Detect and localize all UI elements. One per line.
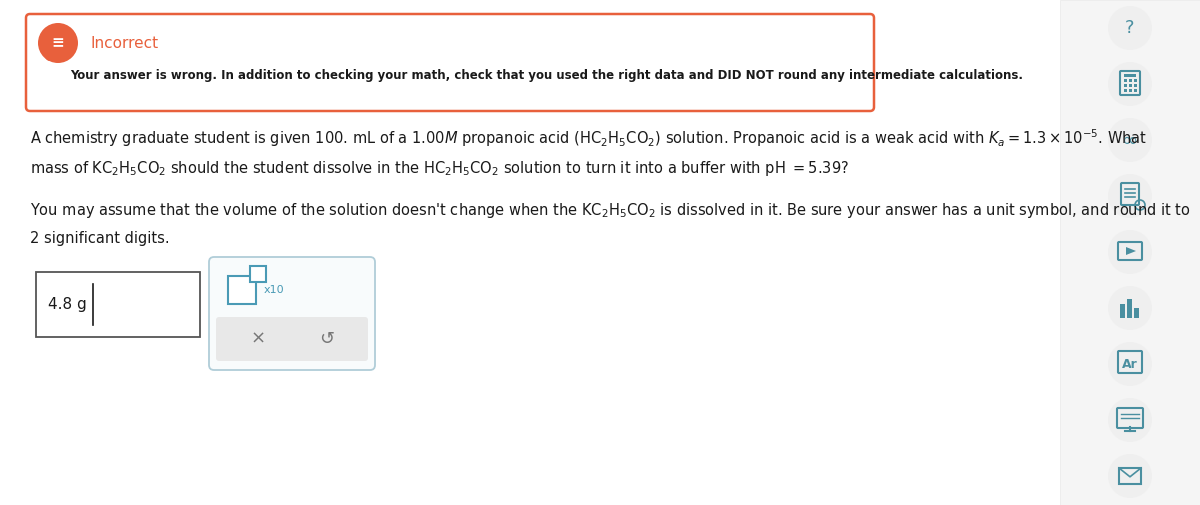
Circle shape (1108, 6, 1152, 50)
Circle shape (46, 51, 55, 61)
FancyBboxPatch shape (250, 266, 266, 282)
Circle shape (1108, 454, 1152, 498)
FancyBboxPatch shape (228, 276, 256, 304)
FancyBboxPatch shape (1060, 0, 1200, 505)
FancyBboxPatch shape (1124, 79, 1127, 82)
Text: ?: ? (1126, 19, 1135, 37)
FancyBboxPatch shape (1129, 84, 1132, 87)
Circle shape (1108, 398, 1152, 442)
Text: Incorrect: Incorrect (90, 35, 158, 50)
Text: ↺: ↺ (319, 330, 334, 348)
FancyBboxPatch shape (1134, 89, 1138, 92)
FancyBboxPatch shape (1134, 308, 1139, 318)
Text: 2 significant digits.: 2 significant digits. (30, 230, 169, 245)
FancyBboxPatch shape (1120, 304, 1126, 318)
Circle shape (1108, 62, 1152, 106)
FancyBboxPatch shape (1124, 74, 1136, 77)
FancyBboxPatch shape (1129, 89, 1132, 92)
Text: Ar: Ar (1122, 359, 1138, 372)
Text: x10: x10 (264, 285, 284, 295)
Circle shape (1108, 286, 1152, 330)
Text: A chemistry graduate student is given 100. mL of a 1.00$\mathit{M}$ propanoic ac: A chemistry graduate student is given 10… (30, 127, 1147, 149)
FancyBboxPatch shape (1134, 79, 1138, 82)
Text: 4.8 g: 4.8 g (48, 297, 86, 312)
Text: mass of $\mathrm{KC_2H_5CO_2}$ should the student dissolve in the $\mathrm{HC_2H: mass of $\mathrm{KC_2H_5CO_2}$ should th… (30, 159, 848, 177)
Text: You may assume that the volume of the solution doesn't change when the $\mathrm{: You may assume that the volume of the so… (30, 200, 1190, 220)
FancyBboxPatch shape (1134, 84, 1138, 87)
FancyBboxPatch shape (1127, 299, 1132, 318)
Text: ≡: ≡ (52, 35, 65, 50)
Circle shape (1108, 230, 1152, 274)
FancyBboxPatch shape (36, 272, 200, 337)
Text: Your answer is wrong. In addition to checking your math, check that you used the: Your answer is wrong. In addition to che… (70, 69, 1022, 81)
Circle shape (1108, 174, 1152, 218)
Circle shape (1108, 118, 1152, 162)
FancyBboxPatch shape (216, 317, 368, 361)
Circle shape (38, 23, 78, 63)
FancyBboxPatch shape (209, 257, 374, 370)
FancyBboxPatch shape (1124, 84, 1127, 87)
FancyBboxPatch shape (26, 14, 874, 111)
FancyBboxPatch shape (1129, 79, 1132, 82)
Text: ×: × (250, 330, 265, 348)
Circle shape (1108, 342, 1152, 386)
Polygon shape (1126, 247, 1136, 255)
Text: ∞: ∞ (1122, 130, 1138, 149)
FancyBboxPatch shape (1124, 89, 1127, 92)
